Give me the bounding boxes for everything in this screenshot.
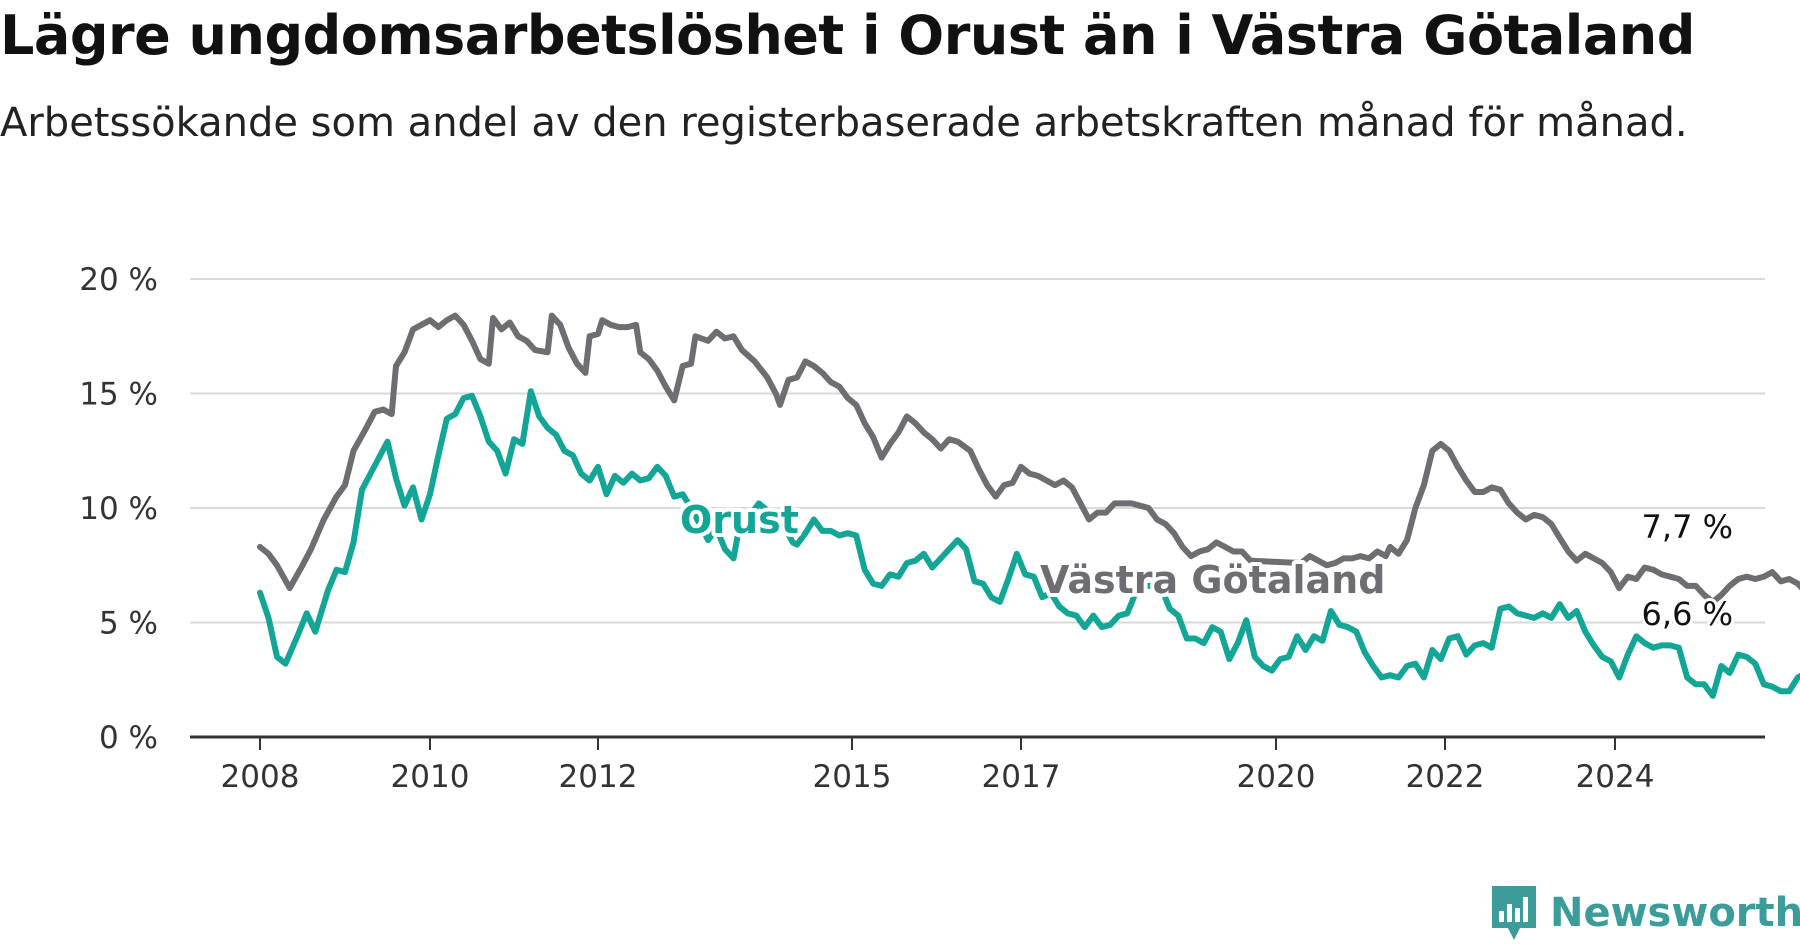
- x-axis: 2008 2010 2012 2015 2017 2020 2022 2024: [190, 735, 1765, 795]
- brand-name: Newsworthy: [1550, 890, 1800, 936]
- y-tick-label: 5 %: [99, 606, 158, 642]
- y-axis: 0 % 5 % 10 % 15 % 20 %: [79, 262, 158, 756]
- x-tick-label: 2020: [1237, 759, 1316, 795]
- x-tick-label: 2024: [1576, 759, 1655, 795]
- x-tick-label: 2022: [1406, 759, 1485, 795]
- x-tick-label: 2017: [982, 759, 1061, 795]
- x-tick-label: 2008: [221, 759, 300, 795]
- end-label-vastra-gotaland: 7,7 %: [1642, 508, 1733, 546]
- y-tick-label: 20 %: [79, 262, 158, 298]
- series-labels: Västra Götaland Orust 7,7 % 6,6 %: [676, 494, 1736, 636]
- end-label-orust: 6,6 %: [1642, 595, 1733, 633]
- gridlines: [190, 278, 1765, 624]
- chart-subtitle: Arbetssökande som andel av den registerb…: [0, 100, 1688, 146]
- y-tick-label: 10 %: [79, 491, 158, 527]
- series-line-vastra-gotaland: [257, 312, 1800, 605]
- series-line-orust: [257, 388, 1800, 699]
- x-tick-label: 2012: [559, 759, 638, 795]
- chart-title: Lägre ungdomsarbetslöshet i Orust än i V…: [0, 4, 1695, 67]
- y-tick-label: 15 %: [79, 377, 158, 413]
- series-lines: [257, 312, 1800, 699]
- newsworthy-logo-icon: [1492, 886, 1536, 940]
- series-label-orust: Orust: [680, 498, 799, 542]
- y-tick-label: 0 %: [99, 720, 158, 756]
- series-label-vastra-gotaland: Västra Götaland: [1040, 558, 1385, 602]
- brand-logo: Newsworthy: [1490, 883, 1800, 943]
- x-tick-label: 2015: [813, 759, 892, 795]
- x-tick-label: 2010: [391, 759, 470, 795]
